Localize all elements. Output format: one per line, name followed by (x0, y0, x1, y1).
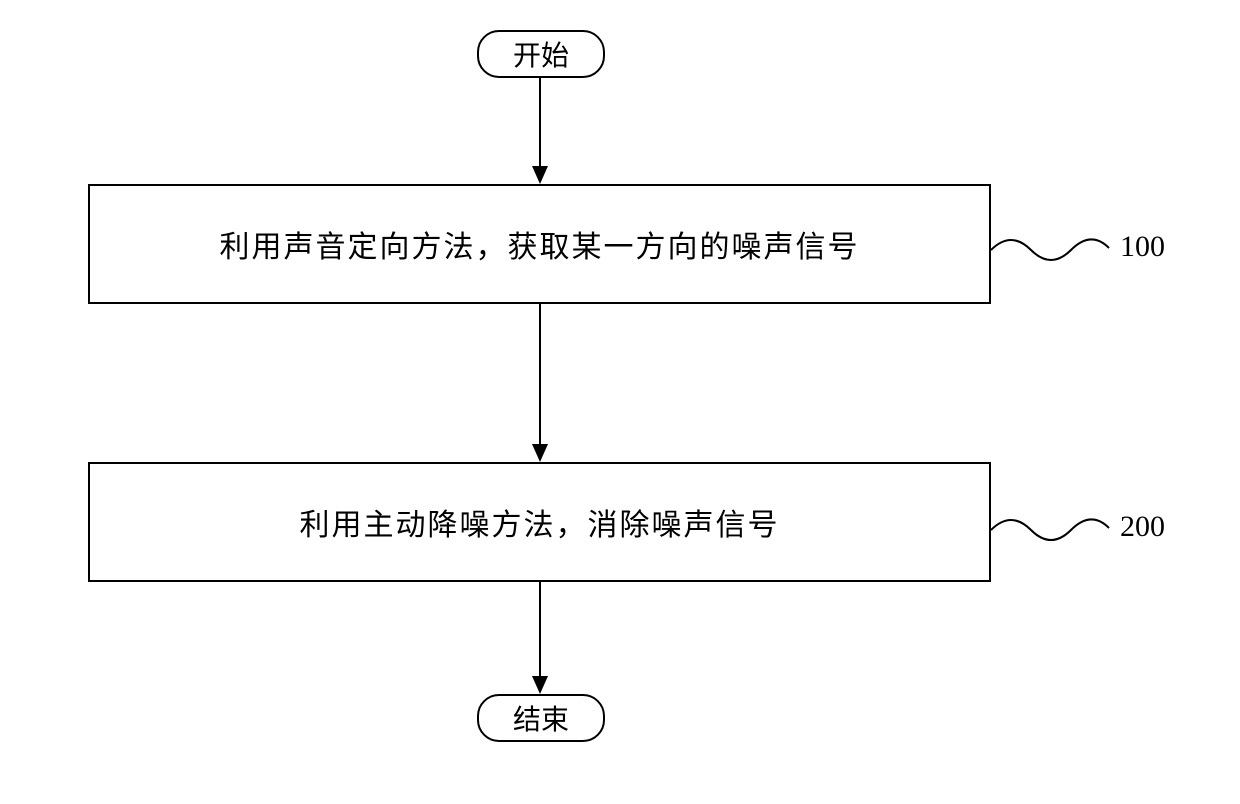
start-label: 开始 (513, 34, 569, 74)
edge-start-step1 (539, 78, 541, 166)
edge-step2-end (539, 582, 541, 676)
step2-label: 利用主动降噪方法，消除噪声信号 (300, 500, 780, 544)
edge-step1-step2 (539, 304, 541, 444)
step2-ref-label: 200 (1120, 510, 1165, 544)
end-label: 结束 (513, 698, 569, 738)
edge-step1-step2-head (532, 444, 548, 462)
step1-ref-label: 100 (1120, 230, 1165, 264)
step1-ref-connector (991, 220, 1121, 280)
start-node: 开始 (477, 30, 605, 78)
end-node: 结束 (477, 694, 605, 742)
step1-label: 利用声音定向方法，获取某一方向的噪声信号 (220, 222, 860, 266)
step1-node: 利用声音定向方法，获取某一方向的噪声信号 (88, 184, 991, 304)
step2-ref-connector (991, 500, 1121, 560)
edge-start-step1-head (532, 166, 548, 184)
edge-step2-end-head (532, 676, 548, 694)
step2-node: 利用主动降噪方法，消除噪声信号 (88, 462, 991, 582)
